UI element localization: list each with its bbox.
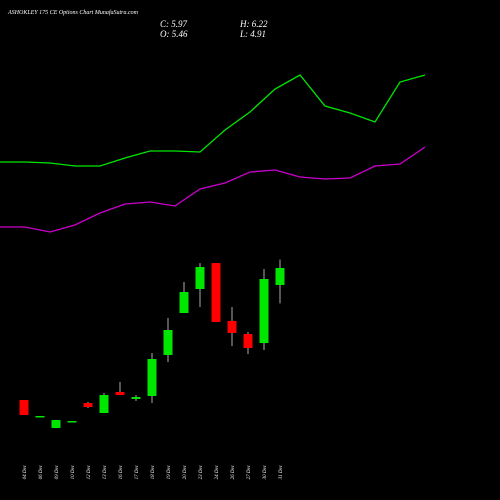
x-tick-label: 18 Dec (151, 464, 156, 479)
ohlc-readout: O: 5.46 (160, 29, 188, 39)
candle-body (243, 334, 253, 348)
x-tick-label: 04 Dec (23, 464, 28, 479)
candle-body (51, 420, 61, 428)
x-tick-label: 23 Dec (199, 464, 204, 479)
candle-body (195, 267, 205, 289)
x-tick-label: 27 Dec (247, 464, 252, 479)
indicator-line (0, 74, 426, 167)
ohlc-value: 5.97 (171, 19, 187, 29)
x-tick-label: 13 Dec (103, 464, 108, 479)
ohlc-readout: L: 4.91 (239, 29, 266, 39)
candle-body (275, 268, 285, 285)
ohlc-value: 4.91 (250, 29, 266, 39)
x-tick-label: 10 Dec (71, 464, 76, 479)
x-tick-label: 24 Dec (215, 464, 220, 479)
candle-body (19, 400, 29, 415)
ohlc-value: 6.22 (252, 19, 268, 29)
x-tick-label: 26 Dec (231, 464, 236, 479)
x-tick-label: 06 Dec (39, 464, 44, 479)
ohlc-readout: C: 5.97 (160, 19, 188, 29)
x-tick-label: 12 Dec (87, 464, 92, 479)
candle-body (35, 416, 45, 418)
x-tick-label: 16 Dec (119, 464, 124, 479)
ohlc-label: O: (160, 29, 170, 39)
x-tick-label: 30 Dec (263, 464, 268, 479)
ohlc-readout: H: 6.22 (239, 19, 268, 29)
candle-body (147, 359, 157, 396)
candle-body (163, 330, 173, 355)
candle-body (227, 321, 237, 333)
candle-body (259, 279, 269, 343)
candle-body (211, 263, 221, 322)
candle-body (67, 421, 77, 423)
candle-body (115, 392, 125, 395)
ohlc-label: C: (160, 19, 169, 29)
chart-title: ASHOKLEY 175 CE Options Chart MunafaSutr… (7, 9, 139, 16)
candle-body (131, 397, 141, 399)
candle-body (83, 403, 93, 407)
candle-body (179, 292, 189, 313)
ohlc-value: 5.46 (172, 29, 188, 39)
x-tick-label: 31 Dec (279, 464, 284, 479)
x-tick-label: 19 Dec (167, 464, 172, 479)
indicator-line (0, 146, 426, 233)
x-tick-label: 20 Dec (183, 464, 188, 479)
ohlc-label: L: (239, 29, 248, 39)
x-tick-label: 09 Dec (55, 464, 60, 479)
ohlc-label: H: (239, 19, 250, 29)
x-tick-label: 17 Dec (135, 464, 140, 479)
candle-body (99, 395, 109, 413)
